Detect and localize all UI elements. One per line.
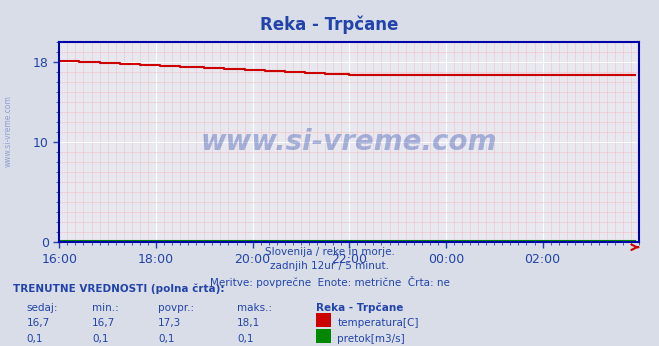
Text: sedaj:: sedaj: (26, 303, 58, 313)
Text: povpr.:: povpr.: (158, 303, 194, 313)
Text: www.si-vreme.com: www.si-vreme.com (3, 95, 13, 167)
Text: 16,7: 16,7 (92, 318, 115, 328)
Text: min.:: min.: (92, 303, 119, 313)
Text: pretok[m3/s]: pretok[m3/s] (337, 334, 405, 344)
Text: 18,1: 18,1 (237, 318, 260, 328)
Text: 17,3: 17,3 (158, 318, 181, 328)
Text: 0,1: 0,1 (237, 334, 254, 344)
Text: 16,7: 16,7 (26, 318, 49, 328)
Text: 0,1: 0,1 (158, 334, 175, 344)
Text: 0,1: 0,1 (92, 334, 109, 344)
Text: maks.:: maks.: (237, 303, 272, 313)
Text: TRENUTNE VREDNOSTI (polna črta):: TRENUTNE VREDNOSTI (polna črta): (13, 284, 225, 294)
Text: Reka - Trpčane: Reka - Trpčane (316, 303, 404, 313)
Text: www.si-vreme.com: www.si-vreme.com (201, 128, 498, 156)
Text: 0,1: 0,1 (26, 334, 43, 344)
Text: Slovenija / reke in morje.
zadnjih 12ur / 5 minut.
Meritve: povprečne  Enote: me: Slovenija / reke in morje. zadnjih 12ur … (210, 247, 449, 288)
Text: Reka - Trpčane: Reka - Trpčane (260, 16, 399, 34)
Text: temperatura[C]: temperatura[C] (337, 318, 419, 328)
